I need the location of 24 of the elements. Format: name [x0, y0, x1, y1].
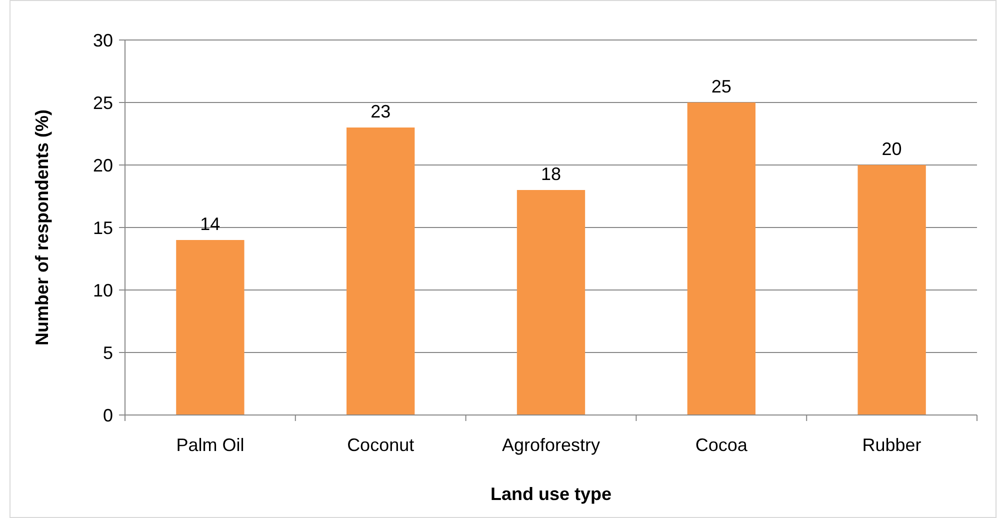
y-tick-label: 10 [92, 280, 113, 300]
y-tick-label: 5 [102, 342, 113, 363]
y-tick-label: 30 [92, 30, 113, 50]
data-label: 20 [882, 139, 902, 159]
data-label: 25 [711, 76, 732, 96]
bar [176, 240, 244, 415]
x-tick-label: Coconut [347, 435, 414, 455]
data-label: 18 [540, 164, 562, 184]
y-axis-title: Number of respondents (%) [32, 109, 52, 346]
x-tick-label: Agroforestry [502, 435, 600, 455]
bar [858, 165, 926, 415]
x-tick-label: Palm Oil [176, 435, 244, 455]
x-tick-label: Rubber [862, 435, 922, 455]
y-tick-label: 0 [102, 405, 113, 426]
data-label: 23 [370, 102, 391, 122]
y-tick-label: 25 [92, 92, 113, 113]
x-axis-title: Land use type [490, 484, 612, 504]
bar [516, 190, 586, 415]
y-tick-label: 15 [92, 218, 113, 238]
x-tick-label: Cocoa [695, 435, 748, 455]
y-tick-label: 20 [92, 155, 113, 176]
bar [346, 128, 415, 415]
bar [687, 102, 756, 415]
data-label: 14 [200, 214, 220, 234]
